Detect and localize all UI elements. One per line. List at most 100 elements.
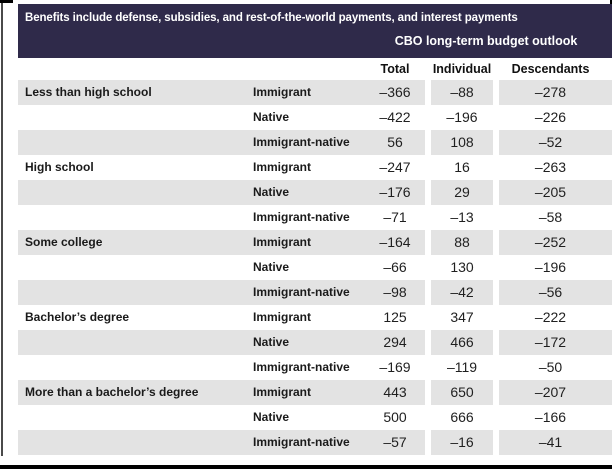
column-gap	[425, 230, 431, 255]
column-gap	[493, 380, 499, 405]
table-subtitle-row: CBO long-term budget outlook	[18, 32, 612, 50]
column-gap	[493, 405, 499, 430]
subtitle-spacer	[18, 32, 360, 50]
column-gap	[493, 180, 499, 205]
cohort-label: Immigrant	[253, 385, 312, 399]
total-value: –57	[383, 434, 407, 450]
column-gap	[493, 255, 499, 280]
left-border	[1, 0, 3, 456]
row-left-cell: Immigrant-native –57	[18, 430, 425, 455]
individual-value: 347	[450, 309, 474, 325]
row-left-cell: Native 294	[18, 330, 425, 355]
column-gap	[425, 405, 431, 430]
row-left-cell: Immigrant-native –169	[18, 355, 425, 380]
row-left-cell: Native –66	[18, 255, 425, 280]
total-value: –71	[383, 209, 407, 225]
column-gap	[425, 180, 431, 205]
column-gap	[493, 330, 499, 355]
cohort-label: Immigrant-native	[253, 135, 350, 149]
individual-value: 650	[431, 380, 493, 405]
cohort-label: Native	[253, 335, 290, 349]
education-label: More than a bachelor’s degree	[25, 385, 199, 399]
column-gap	[425, 255, 431, 280]
column-gap	[493, 130, 499, 155]
total-value: 294	[383, 334, 407, 350]
column-header-row: Total Individual Descendants	[18, 58, 612, 80]
table-row: Native 500 666 –166	[18, 405, 612, 430]
total-value: 500	[383, 409, 407, 425]
total-value: –176	[379, 184, 411, 200]
descendants-value: –207	[499, 380, 612, 405]
descendants-value: –263	[534, 159, 567, 175]
cohort-label: Immigrant-native	[253, 285, 350, 299]
table-row: More than a bachelor’s degree Immigrant 44…	[18, 380, 612, 405]
education-label	[18, 405, 253, 430]
table-row: High school Immigrant –247 16 –263	[18, 155, 612, 180]
column-gap	[493, 80, 499, 105]
benefits-table: Benefits include defense, subsidies, and…	[18, 4, 612, 455]
column-gap	[425, 355, 431, 380]
total-value: –169	[379, 359, 411, 375]
individual-value: 130	[450, 259, 474, 275]
total-value: –164	[379, 234, 411, 250]
descendants-value: –166	[534, 409, 567, 425]
cohort-label: Immigrant	[253, 160, 312, 174]
cohort-label: Immigrant-native	[253, 210, 350, 224]
row-left-cell: Bachelor’s degree Immigrant 125	[18, 305, 425, 330]
column-header-descendants: Descendants	[511, 62, 590, 76]
column-gap	[425, 305, 431, 330]
education-label	[18, 105, 253, 130]
total-value: 125	[383, 309, 407, 325]
column-gap	[425, 430, 431, 455]
table-subtitle: CBO long-term budget outlook	[394, 34, 578, 48]
table-header-band: Benefits include defense, subsidies, and…	[18, 4, 612, 58]
table-row: Native –66 130 –196	[18, 255, 612, 280]
column-gap	[493, 105, 499, 130]
descendants-value: –278	[499, 80, 612, 105]
descendants-value: –41	[499, 430, 612, 455]
education-label: Less than high school	[25, 85, 152, 99]
bottom-border	[0, 465, 612, 469]
individual-value: –88	[431, 80, 493, 105]
column-gap	[425, 330, 431, 355]
total-value: –247	[379, 159, 411, 175]
cohort-label: Immigrant-native	[253, 360, 350, 374]
education-label	[18, 180, 253, 205]
cohort-label: Immigrant	[253, 85, 312, 99]
education-label	[18, 355, 253, 380]
descendants-value: –196	[534, 259, 567, 275]
column-gap	[493, 205, 499, 230]
column-gap	[425, 80, 431, 105]
row-left-cell: High school Immigrant –247	[18, 155, 425, 180]
column-gap	[493, 230, 499, 255]
education-label: Some college	[25, 235, 103, 249]
column-gap	[425, 58, 431, 80]
column-gap	[493, 280, 499, 305]
descendants-value: –50	[538, 359, 563, 375]
total-value: –422	[379, 109, 411, 125]
education-label	[18, 205, 253, 230]
column-gap	[425, 380, 431, 405]
table-row: Less than high school Immigrant –366 –88 –27…	[18, 80, 612, 105]
cohort-label: Immigrant	[253, 235, 312, 249]
cohort-label: Immigrant	[253, 310, 312, 324]
column-gap	[493, 355, 499, 380]
column-gap	[493, 430, 499, 455]
education-label	[18, 330, 253, 355]
column-header-individual: Individual	[432, 62, 492, 76]
individual-value: –13	[450, 209, 474, 225]
row-left-cell: Less than high school Immigrant –366	[18, 80, 425, 105]
total-value: –98	[383, 284, 407, 300]
education-label	[18, 130, 253, 155]
education-label: High school	[25, 160, 94, 174]
table-row: Native –422 –196 –226	[18, 105, 612, 130]
column-gap	[425, 155, 431, 180]
row-left-cell: More than a bachelor’s degree Immigrant 44…	[18, 380, 425, 405]
table-row: Immigrant-native –98 –42 –56	[18, 280, 612, 305]
education-label	[18, 280, 253, 305]
descendants-value: –226	[534, 109, 567, 125]
row-left-cell: Native –422	[18, 105, 425, 130]
column-gap	[425, 130, 431, 155]
row-left-cell: Immigrant-native –71	[18, 205, 425, 230]
